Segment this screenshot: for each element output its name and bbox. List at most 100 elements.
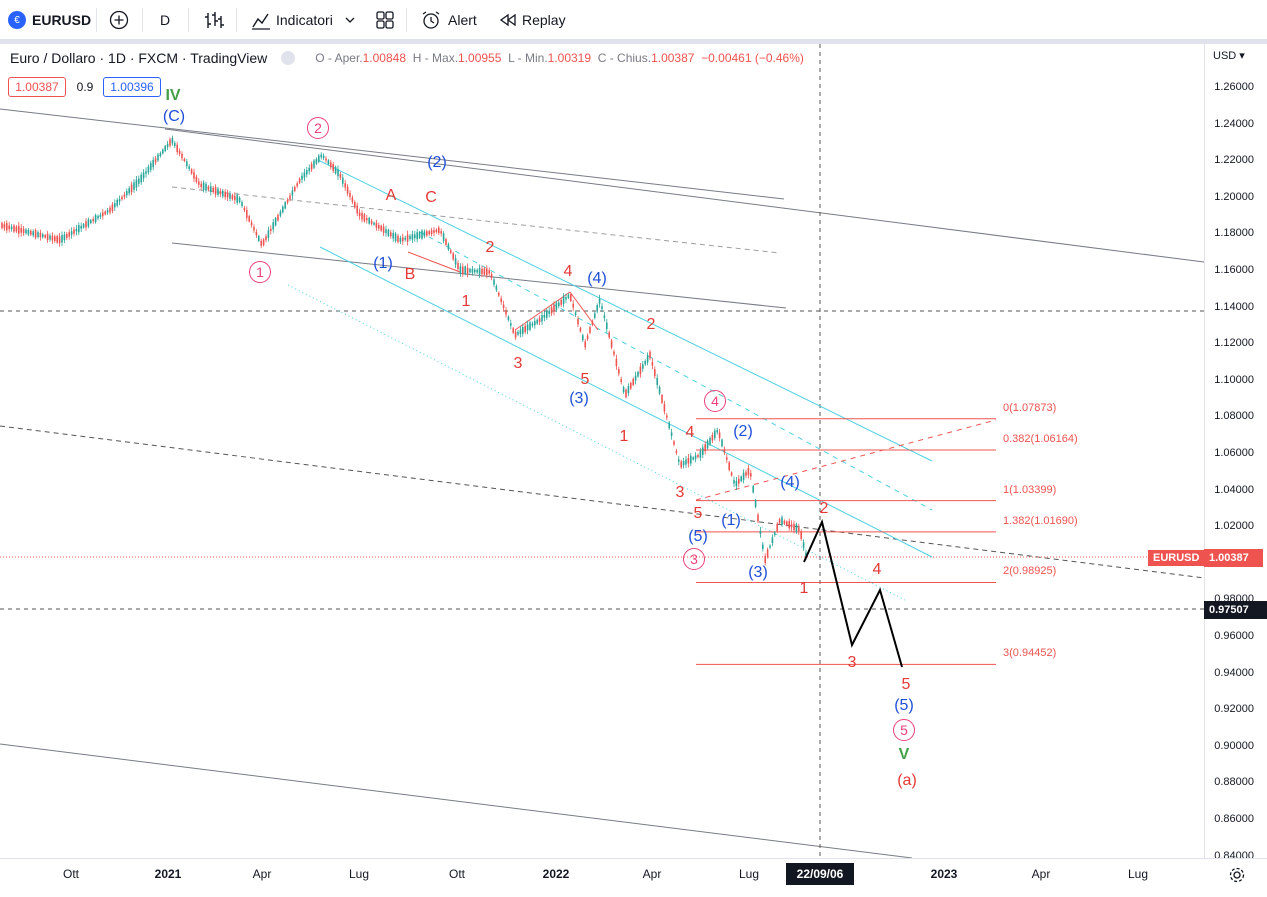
time-axis[interactable]: Ott 2021 Apr Lug Ott 2022 Apr Lug 2023 Apr Lug 22/…	[0, 858, 1267, 897]
candle-body	[692, 457, 694, 460]
candle-body	[344, 183, 346, 188]
candle-body	[145, 171, 147, 174]
candle-body	[246, 209, 248, 218]
fib-price: 0.94452	[1012, 647, 1053, 660]
trendline	[171, 242, 787, 309]
chart-pane[interactable]	[0, 44, 1205, 859]
price-tick-label: 0.96000	[1214, 630, 1254, 642]
candle-body	[349, 192, 351, 198]
candle-body	[584, 341, 586, 348]
price-tick-label: 1.22000	[1214, 154, 1254, 167]
candle-body	[526, 324, 529, 331]
candle-body	[534, 321, 536, 326]
candle-body	[430, 230, 433, 234]
price-chart[interactable]	[0, 44, 1205, 859]
candle-body	[291, 190, 294, 196]
indicators-button[interactable]: Indicatori	[250, 0, 357, 40]
candle-body	[438, 227, 440, 234]
candle-body	[34, 230, 37, 238]
candle-body	[656, 377, 658, 385]
close-value: 1.00387	[651, 51, 695, 65]
candle-body	[375, 222, 378, 228]
candle-body	[363, 214, 366, 222]
chart-type-button[interactable]	[203, 0, 225, 40]
divider	[188, 8, 189, 32]
candle-body	[25, 229, 27, 234]
indicators-icon	[252, 13, 270, 30]
interval-label: D	[160, 12, 171, 28]
candle-body	[750, 473, 752, 477]
candle-body	[735, 480, 738, 487]
candle-body	[123, 194, 126, 197]
wave-label: (5)	[894, 697, 914, 714]
candle-body	[687, 458, 690, 464]
candle-body	[637, 371, 639, 377]
symbol-title: Euro / Dollaro · 1D · FXCM · TradingView	[10, 50, 268, 66]
wave-connector	[569, 291, 599, 331]
time-tick-label: 2023	[930, 867, 958, 881]
buy-price-button[interactable]: 1.00396	[103, 77, 161, 97]
candle-body	[531, 323, 534, 326]
candle-body	[644, 360, 646, 365]
candle-body	[217, 188, 219, 195]
candle-body	[190, 169, 193, 174]
candle-body	[39, 232, 42, 238]
candle-body	[747, 467, 750, 476]
candle-body	[178, 150, 181, 154]
candle-body	[140, 174, 142, 183]
candle-body	[771, 537, 774, 544]
settings-gear-icon[interactable]	[1228, 866, 1246, 884]
candle-body	[118, 199, 121, 202]
candle-body	[114, 203, 116, 208]
wave-label: 4	[685, 424, 695, 441]
candle-body	[152, 159, 154, 168]
fib-ratio: 2	[1003, 565, 1010, 578]
legend-toggle-button[interactable]	[281, 51, 296, 65]
candle-body	[781, 517, 783, 525]
candle-body	[159, 152, 162, 157]
candle-body	[128, 188, 130, 194]
chevron-down-icon[interactable]	[343, 13, 357, 27]
candle-body	[399, 237, 402, 242]
candle-body	[111, 204, 114, 211]
candle-body	[464, 266, 466, 275]
candle-body	[373, 222, 375, 225]
candle-body	[466, 267, 469, 274]
candle-body	[236, 195, 238, 203]
interval-button[interactable]: D	[160, 0, 170, 40]
candle-body	[543, 314, 546, 318]
channel-midline	[419, 231, 933, 511]
currency-menu-button[interactable]: USD ▾	[1213, 50, 1245, 62]
wave-label: 2	[485, 239, 495, 256]
wave-label: 5	[693, 505, 703, 522]
symbol-search-button[interactable]: € EURUSD	[8, 0, 91, 40]
candle-body	[478, 267, 481, 275]
candle-body	[462, 266, 464, 274]
price-tick-label: 1.08000	[1214, 410, 1254, 423]
wave-connector	[407, 251, 461, 273]
candle-body	[502, 304, 505, 308]
price-axis[interactable]: USD ▾ 1.26000 1.24000 1.22000 1.20000 1.1800…	[1204, 44, 1267, 862]
symbol-label: EURUSD	[32, 12, 92, 28]
candle-body	[20, 227, 22, 233]
wave-label: C	[425, 189, 437, 206]
candle-body	[109, 207, 111, 213]
candle-body	[142, 172, 145, 179]
candle-body	[793, 523, 795, 531]
candle-body	[524, 325, 526, 333]
candle-body	[22, 228, 25, 234]
wave-label: 2	[646, 316, 656, 333]
wave-label: 5	[580, 371, 590, 388]
candle-body	[85, 221, 87, 228]
sell-price-button[interactable]: 1.00387	[8, 77, 66, 97]
layouts-button[interactable]	[374, 0, 396, 40]
candle-body	[510, 323, 512, 326]
candle-body	[361, 213, 363, 220]
alert-button[interactable]: Alert	[420, 0, 477, 40]
wave-label: IV	[165, 87, 181, 104]
replay-button[interactable]: Replay	[498, 0, 566, 40]
candle-body	[493, 279, 495, 285]
compare-symbol-button[interactable]	[108, 0, 130, 40]
candle-body	[798, 527, 800, 532]
wave-label: (3)	[748, 564, 768, 581]
